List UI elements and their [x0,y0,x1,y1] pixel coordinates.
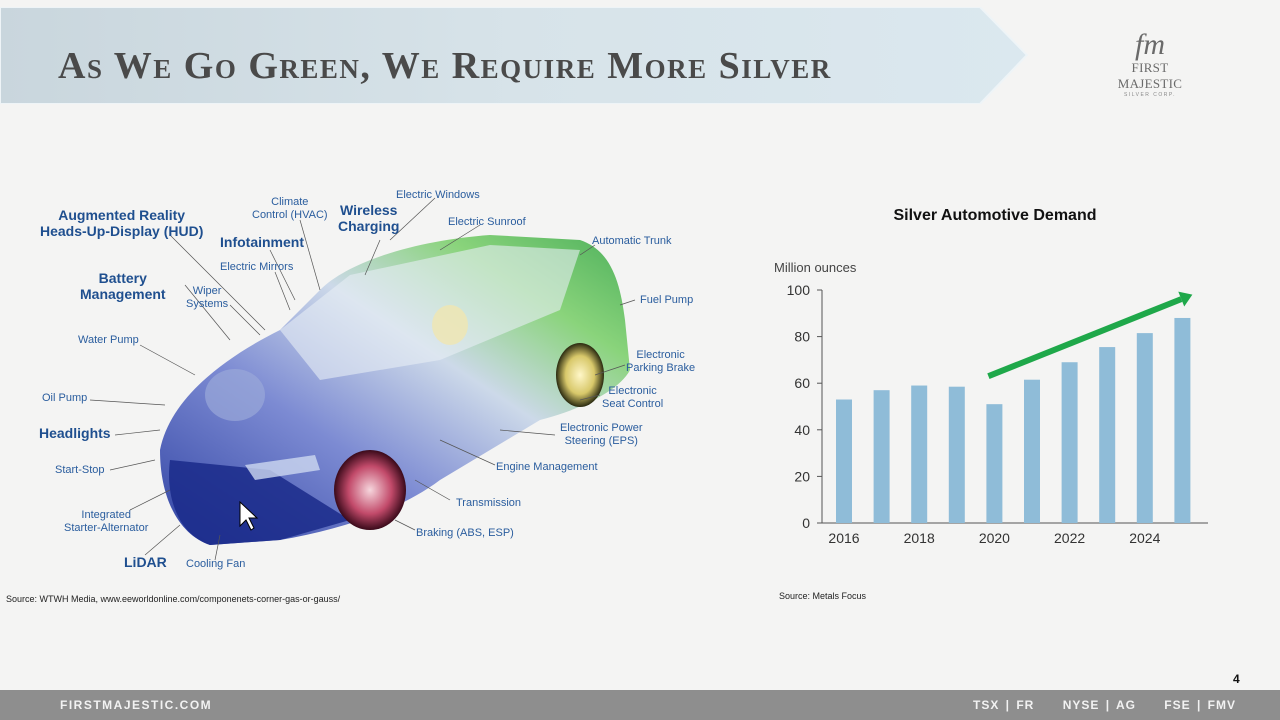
label-seat: Electronic Seat Control [602,385,664,410]
label-mirrors: Electric Mirrors [220,261,294,273]
y-axis-label: Million ounces [774,260,857,275]
label-braking: Braking (ABS, ESP) [416,527,514,539]
bar-2018 [911,385,928,523]
footer-website[interactable]: FIRSTMAJESTIC.COM [60,698,213,712]
bar-2019 [948,386,965,523]
label-wireless: Wireless Charging [338,202,400,234]
logo-name: FIRST MAJESTIC [1117,60,1183,91]
label-ar-hud: Augmented Reality Heads-Up-Display (HUD) [40,207,204,239]
exchange-tsx: TSX | FR [972,698,1035,712]
car-illustration [89,197,636,561]
label-climate: Climate Control (HVAC) [252,196,328,221]
label-sunroof: Electric Sunroof [448,216,526,228]
page-number: 4 [1233,672,1240,686]
x-tick-label: 2024 [1129,530,1160,546]
diagram-source: Source: WTWH Media, www.eeworldonline.co… [6,594,341,604]
footer-bar: FIRSTMAJESTIC.COM TSX | FR NYSE | AG FSE… [0,690,1280,720]
label-engine: Engine Management [496,461,598,473]
label-trunk: Automatic Trunk [592,235,672,247]
title-banner [0,7,1030,104]
trend-arrow-line [987,296,1183,379]
label-starter: Integrated Starter-Alternator [64,509,149,534]
label-parking: Electronic Parking Brake [626,349,696,374]
label-wiper: Wiper Systems [186,285,229,310]
logo-subtitle: SILVER CORP. [1124,92,1176,98]
y-tick-label: 80 [794,329,810,345]
exchange-fse: FSE | FMV [1164,698,1236,712]
bar-2022 [1061,362,1078,523]
banner-arrow-shape [0,7,1029,104]
trend-arrow-head [1178,291,1193,307]
mouse-cursor-icon [239,500,259,531]
car-diagram: Augmented Reality Heads-Up-Display (HUD) … [20,180,730,580]
x-tick-label: 2022 [1054,530,1085,546]
label-infotainment: Infotainment [220,234,304,250]
chart-source: Source: Metals Focus [779,591,867,601]
chart-title: Silver Automotive Demand [893,207,1097,224]
bar-chart: Million ounces 0 20 40 60 80 100 2016 2018 2020… [774,260,1208,546]
exchange-nyse: NYSE | AG [1062,698,1136,712]
x-tick-label: 2016 [828,530,859,546]
bar-2021 [1024,379,1040,523]
y-tick-label: 40 [794,422,810,438]
bar-2025 [1174,317,1191,523]
y-tick-label: 60 [794,375,810,391]
logo-monogram: fm [1135,28,1165,61]
bar-2024 [1136,333,1153,523]
label-water: Water Pump [78,334,139,346]
label-eps: Electronic Power Steering (EPS) [560,422,643,447]
label-windows: Electric Windows [396,189,480,201]
slide-title: As We Go Green, We Require More Silver [58,45,832,87]
label-oil: Oil Pump [42,392,88,404]
company-logo: fm FIRST MAJESTIC SILVER CORP. [1100,28,1200,99]
bar-2020 [986,404,1003,523]
x-tick-label: 2018 [904,530,935,546]
bar-2017 [873,390,890,523]
label-startstop: Start-Stop [55,464,105,476]
label-battery: Battery Management [80,270,166,302]
label-headlights: Headlights [39,425,111,441]
label-transmission: Transmission [456,497,521,509]
y-tick-label: 0 [802,515,810,531]
bar-2016 [836,399,852,523]
bar-2023 [1099,347,1116,523]
label-lidar: LiDAR [124,554,167,570]
x-tick-label: 2020 [979,530,1010,546]
y-tick-label: 100 [787,282,811,298]
label-fuel: Fuel Pump [640,294,694,306]
label-cooling: Cooling Fan [186,558,246,570]
footer-exchanges: TSX | FR NYSE | AG FSE | FMV [951,698,1236,712]
y-tick-label: 20 [794,468,810,484]
